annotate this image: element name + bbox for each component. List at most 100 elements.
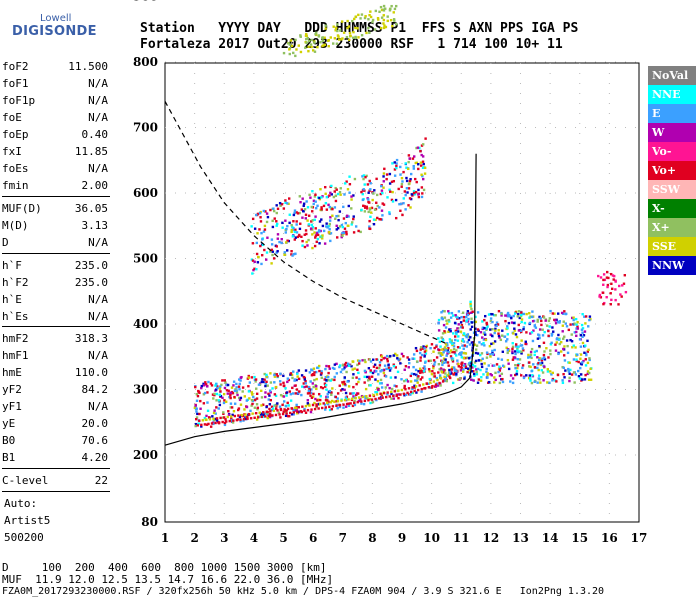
echo-point — [494, 314, 497, 317]
echo-point — [584, 344, 587, 347]
echo-point — [288, 43, 292, 46]
echo-point — [414, 161, 417, 165]
echo-point — [260, 404, 263, 407]
echo-point — [193, 406, 197, 409]
echo-point — [417, 195, 421, 199]
echo-point — [366, 379, 370, 382]
echo-point — [220, 383, 223, 387]
echo-point — [382, 357, 385, 360]
echo-point — [520, 314, 523, 317]
echo-point — [405, 176, 408, 180]
echo-point — [305, 32, 308, 36]
echo-point — [383, 364, 387, 367]
echo-point — [260, 396, 264, 399]
echo-point — [232, 384, 235, 387]
echo-point — [321, 44, 324, 48]
echo-point — [456, 339, 460, 342]
echo-point — [253, 260, 256, 264]
echo-point — [206, 385, 209, 388]
echo-point — [254, 378, 258, 381]
echo-point — [289, 372, 293, 375]
echo-point — [518, 316, 521, 320]
echo-point — [251, 412, 254, 415]
echo-point — [407, 204, 410, 207]
echo-point — [403, 190, 407, 193]
echo-point — [341, 231, 344, 235]
echo-point — [368, 189, 371, 192]
echo-point — [376, 16, 380, 20]
echo-point — [372, 358, 375, 361]
echo-point — [543, 330, 546, 334]
echo-point — [225, 420, 228, 423]
echo-point — [570, 340, 574, 343]
echo-point — [394, 4, 398, 8]
echo-point — [233, 414, 237, 418]
echo-point — [485, 370, 488, 374]
echo-point — [480, 352, 484, 355]
echo-point — [283, 408, 286, 411]
echo-point — [609, 292, 612, 295]
echo-point — [463, 362, 467, 366]
echo-point — [611, 287, 614, 291]
echo-point — [200, 384, 204, 388]
echo-point — [521, 366, 524, 370]
echo-point — [299, 35, 302, 38]
echo-point — [464, 365, 467, 368]
echo-point — [410, 372, 414, 375]
echo-point — [301, 405, 304, 408]
echo-point — [291, 376, 294, 380]
echo-point — [476, 367, 480, 371]
auto-label: Auto: — [4, 497, 38, 510]
echo-point — [358, 396, 361, 399]
param-D: D N/A — [2, 236, 108, 250]
echo-point — [378, 361, 382, 364]
echo-point — [469, 336, 472, 339]
echo-point — [520, 350, 523, 353]
echo-point — [570, 316, 574, 320]
param-hmF1: hmF1 N/A — [2, 349, 108, 363]
echo-point — [467, 368, 471, 372]
echo-point — [441, 363, 444, 367]
echo-point — [329, 191, 332, 195]
echo-point — [315, 385, 318, 388]
echo-point — [557, 352, 560, 356]
echo-point — [386, 196, 389, 199]
echo-point — [399, 165, 402, 169]
echo-point — [506, 351, 509, 355]
echo-point — [506, 311, 510, 315]
echo-point — [442, 368, 445, 371]
echo-point — [324, 383, 328, 387]
echo-point — [493, 340, 497, 343]
echo-point — [327, 365, 331, 368]
legend-label: NNW — [652, 259, 685, 272]
param-value: N/A — [88, 111, 108, 124]
echo-point — [543, 365, 546, 368]
echo-point — [412, 165, 415, 168]
echo-point — [457, 310, 461, 313]
echo-point — [319, 386, 323, 389]
param-key: h`F — [2, 259, 22, 272]
legend-label: X+ — [652, 221, 670, 234]
echo-point — [206, 409, 210, 413]
echo-point — [374, 9, 378, 13]
echo-point — [562, 372, 565, 376]
echo-point — [496, 323, 500, 326]
echo-point — [351, 360, 354, 363]
echo-point — [580, 328, 584, 331]
param-foEs: foEs N/A — [2, 162, 108, 176]
echo-point — [588, 315, 592, 318]
param-key: foF1p — [2, 94, 36, 107]
echo-point — [461, 326, 464, 329]
echo-point — [380, 358, 383, 362]
echo-point — [276, 237, 279, 240]
echo-point — [506, 349, 509, 352]
echo-point — [470, 325, 474, 329]
echo-point — [311, 246, 314, 250]
echo-point — [467, 335, 471, 338]
echo-point — [258, 382, 262, 385]
echo-point — [536, 320, 539, 323]
echo-point — [382, 391, 386, 395]
echo-point — [223, 421, 227, 425]
echo-point — [249, 409, 252, 413]
param-hF: h`F 235.0 — [2, 259, 108, 273]
